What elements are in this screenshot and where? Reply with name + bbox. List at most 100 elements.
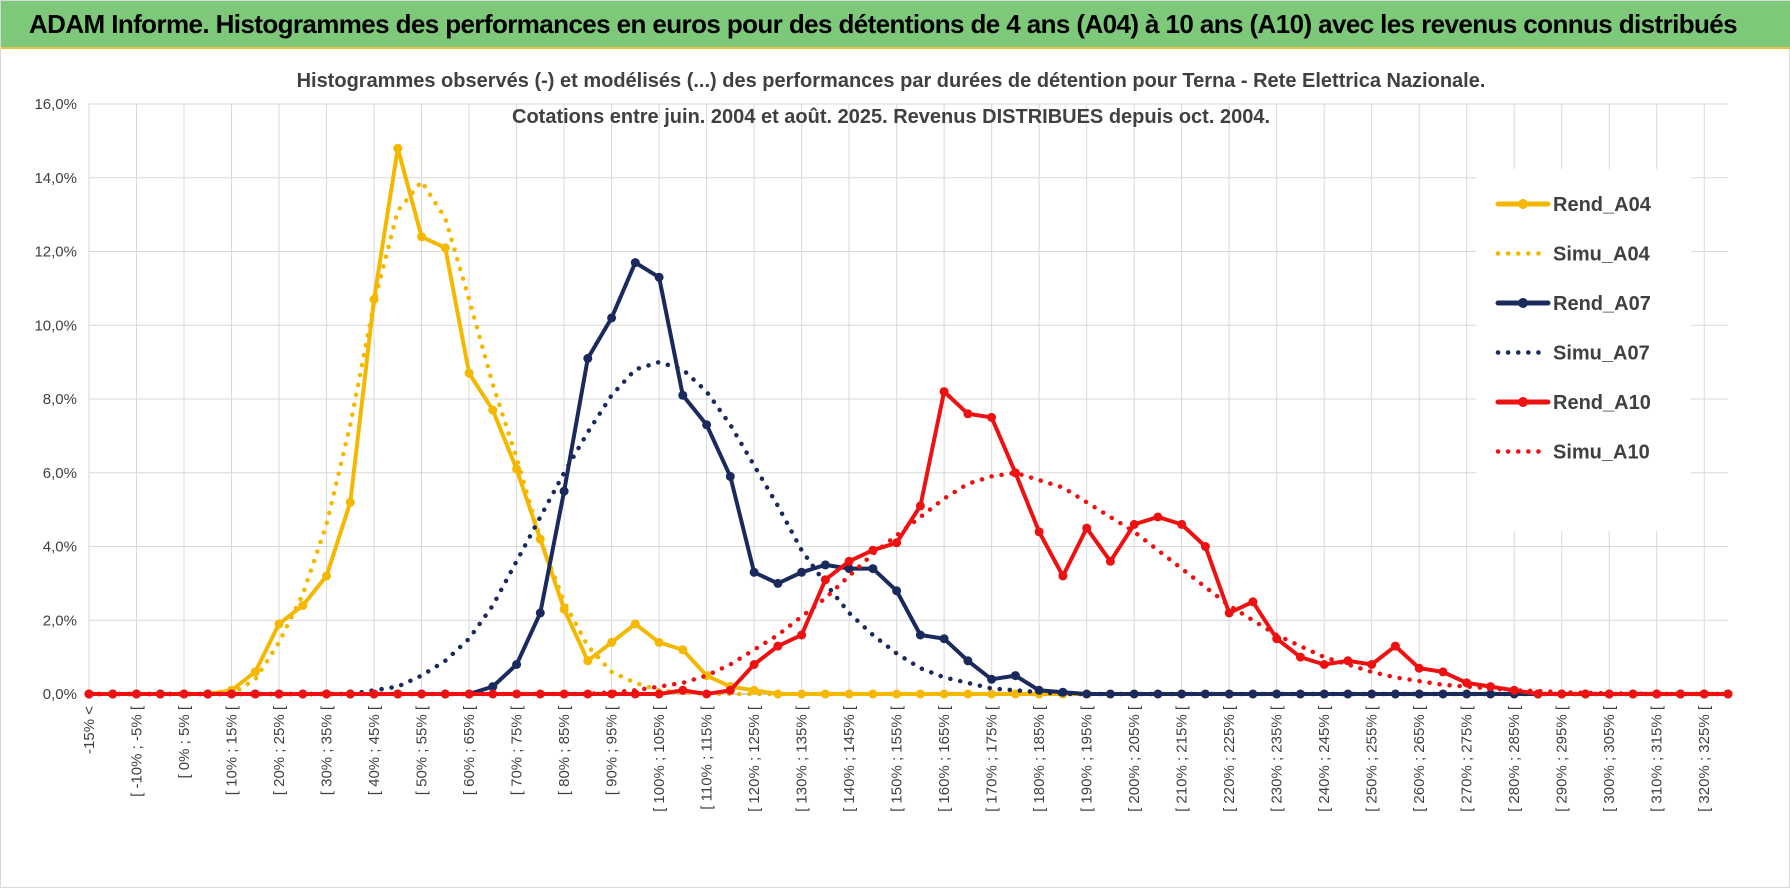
x-tick-label: [ 40% ; 45% [	[366, 705, 383, 795]
data-point-Rend_A10	[1200, 542, 1210, 551]
data-point-Rend_A10	[820, 575, 830, 585]
data-point-Rend_A10	[1319, 660, 1329, 669]
data-point-Rend_A04	[868, 689, 878, 699]
data-point-Rend_A07	[725, 471, 735, 481]
data-point-Rend_A07	[654, 272, 664, 282]
x-tick-label: [ 190% ; 195% [	[1079, 705, 1096, 812]
data-point-Rend_A10	[773, 641, 783, 651]
data-point-Rend_A10	[654, 689, 664, 699]
legend-entry-Rend_A04: Rend_A04	[1495, 194, 1652, 216]
x-tick-label: [ 130% ; 135% [	[794, 705, 811, 812]
data-point-Rend_A10	[512, 689, 522, 699]
y-tick-label: 0,0%	[43, 686, 77, 703]
data-point-Rend_A07	[1272, 689, 1282, 699]
data-point-Rend_A10	[1390, 641, 1400, 651]
data-point-Rend_A04	[298, 601, 308, 610]
x-tick-label: [ 200% ; 205% [	[1126, 705, 1143, 812]
legend-entry-Simu_A07: Simu_A07	[1495, 343, 1650, 365]
report-header: ADAM Informe. Histogrammes des performan…	[1, 1, 1790, 49]
data-point-Rend_A10	[1177, 519, 1187, 529]
data-point-Rend_A04	[464, 368, 474, 378]
data-point-Rend_A04	[345, 497, 355, 507]
data-point-Rend_A10	[322, 689, 331, 699]
legend-label-Simu_A07: Simu_A07	[1553, 343, 1650, 365]
data-point-Rend_A04	[678, 645, 688, 655]
x-tick-label: [ 250% ; 255% [	[1364, 705, 1381, 812]
x-tick-label: [ 60% ; 65% [	[461, 705, 478, 795]
data-point-Rend_A04	[322, 571, 331, 581]
x-tick-label: [ 150% ; 155% [	[889, 705, 906, 812]
series-layer	[84, 143, 1733, 699]
data-point-Rend_A10	[583, 689, 593, 699]
data-point-Rend_A07	[1414, 689, 1424, 699]
data-point-Rend_A07	[987, 674, 997, 684]
data-point-Rend_A04	[440, 243, 450, 253]
data-point-Rend_A10	[440, 689, 450, 699]
data-point-Rend_A10	[987, 412, 997, 422]
data-point-Rend_A10	[749, 660, 759, 669]
x-tick-label: [ 280% ; 285% [	[1506, 705, 1523, 812]
data-point-Rend_A04	[274, 619, 284, 629]
legend-label-Rend_A07: Rend_A07	[1553, 293, 1651, 315]
x-tick-label: [ 120% ; 125% [	[746, 705, 763, 812]
legend: Rend_A04 Simu_A04 Rend_A07 Simu_A07 Rend_A10…	[1495, 194, 1652, 464]
data-point-Rend_A07	[1129, 689, 1139, 699]
legend-label-Simu_A10: Simu_A10	[1553, 442, 1650, 464]
data-point-Rend_A10	[1272, 634, 1282, 644]
data-point-Rend_A07	[820, 560, 830, 570]
data-point-Rend_A10	[1058, 571, 1068, 581]
data-point-Rend_A07	[963, 656, 973, 666]
x-tick-label: [ 50% ; 55% [	[414, 705, 431, 795]
data-point-Rend_A10	[1652, 689, 1662, 699]
data-point-Rend_A10	[1248, 597, 1258, 607]
data-point-Rend_A07	[773, 578, 783, 588]
data-point-Rend_A07	[1153, 689, 1163, 699]
chart-subtitle: Cotations entre juin. 2004 et août. 2025…	[512, 106, 1270, 128]
data-point-Rend_A07	[1082, 689, 1092, 699]
data-point-Rend_A07	[630, 258, 640, 268]
legend-entry-Rend_A10: Rend_A10	[1495, 392, 1651, 414]
x-tick-label: [ 20% ; 25% [	[271, 705, 288, 795]
data-point-Rend_A07	[583, 353, 593, 363]
data-point-Rend_A04	[654, 637, 664, 647]
data-point-Rend_A04	[630, 619, 640, 629]
data-point-Rend_A07	[868, 564, 878, 574]
data-point-Rend_A10	[1034, 527, 1044, 537]
y-tick-label: 6,0%	[43, 465, 77, 482]
data-point-Rend_A10	[1343, 656, 1353, 666]
x-tick-label: [ 10% ; 15% [	[224, 705, 241, 795]
data-point-Rend_A10	[915, 501, 925, 511]
x-tick-label: [ 160% ; 165% [	[936, 705, 953, 812]
x-tick-label: [ 80% ; 85% [	[556, 705, 573, 795]
data-point-Rend_A04	[607, 637, 617, 647]
data-point-Rend_A04	[892, 689, 902, 699]
x-tick-label: [ 320% ; 325% [	[1696, 705, 1713, 812]
legend-label-Rend_A10: Rend_A10	[1553, 392, 1651, 414]
data-point-Rend_A10	[1082, 523, 1092, 533]
y-tick-label: 8,0%	[43, 391, 77, 408]
data-point-Rend_A10	[1723, 689, 1733, 699]
histogram-chart: Histogrammes observés (-) et modélisés (…	[34, 70, 1733, 812]
data-point-Rend_A10	[1438, 667, 1448, 677]
series-line-Simu_A10	[86, 470, 1731, 697]
x-tick-label: [ 240% ; 245% [	[1316, 705, 1333, 812]
data-point-Rend_A07	[512, 660, 522, 669]
data-point-Rend_A10	[1367, 660, 1377, 669]
x-tick-label: [ 310% ; 315% [	[1649, 705, 1666, 812]
x-tick-label: [ 0% ; 5% [	[176, 705, 193, 778]
data-point-Rend_A04	[820, 689, 830, 699]
legend-marker-Rend_A04	[1518, 199, 1528, 209]
data-point-Rend_A07	[797, 567, 807, 577]
data-point-Rend_A07	[1462, 689, 1472, 699]
data-point-Rend_A07	[488, 682, 498, 692]
data-point-Rend_A07	[1224, 689, 1234, 699]
report-title: ADAM Informe. Histogrammes des performan…	[29, 9, 1738, 39]
data-point-Rend_A07	[1343, 689, 1353, 699]
chart-title: Histogrammes observés (-) et modélisés (…	[297, 70, 1486, 92]
data-point-Rend_A04	[583, 656, 593, 666]
data-point-Rend_A10	[844, 556, 854, 566]
data-point-Rend_A04	[250, 667, 260, 677]
x-tick-label: [ 220% ; 225% [	[1221, 705, 1238, 812]
data-point-Rend_A10	[892, 538, 902, 548]
